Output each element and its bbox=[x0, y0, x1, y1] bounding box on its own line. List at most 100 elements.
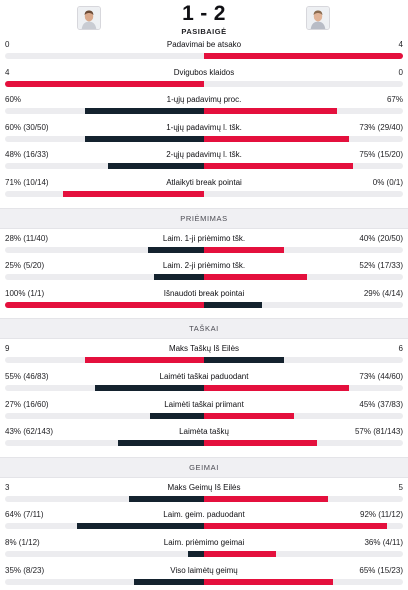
stat-label: Laimėti taškai paduodant bbox=[159, 372, 249, 381]
home-player-avatar[interactable] bbox=[77, 6, 101, 30]
stat-label: Laim. 1-ji priėmimo tšk. bbox=[162, 233, 246, 243]
away-stat-value: 52% (17/33) bbox=[359, 261, 403, 271]
away-stat-bar bbox=[204, 551, 276, 557]
match-header: 1-2 PASIBAIGĖ bbox=[0, 0, 408, 38]
away-stat-bar bbox=[204, 523, 388, 530]
away-stat-bar bbox=[204, 385, 350, 391]
home-stat-value: 60% bbox=[5, 95, 22, 105]
stat-bar-track bbox=[5, 357, 403, 364]
home-stat-bar bbox=[148, 246, 204, 253]
stat-bar-track bbox=[5, 412, 403, 419]
stat-bar-track bbox=[5, 135, 403, 142]
stat-bar-track bbox=[5, 495, 403, 502]
stat-bar-track bbox=[5, 108, 403, 115]
stat-bar-track bbox=[5, 53, 403, 59]
away-stat-bar bbox=[204, 163, 354, 170]
home-stat-value: 8% (1/12) bbox=[5, 538, 40, 547]
stat-row: 64% (7/11) Laim. geim. paduodant 92% (11/1… bbox=[0, 508, 408, 534]
stat-bar-track bbox=[5, 440, 403, 447]
away-stat-bar bbox=[204, 412, 294, 419]
away-stat-bar bbox=[204, 53, 403, 59]
away-stat-bar bbox=[204, 274, 308, 281]
player-photo-icon bbox=[78, 7, 100, 29]
away-stat-value: 75% (15/20) bbox=[359, 150, 403, 160]
away-stat-value: 57% (81/143) bbox=[354, 427, 403, 437]
home-stat-bar bbox=[5, 80, 204, 87]
home-stat-bar bbox=[188, 551, 204, 557]
home-stat-value: 25% (5/20) bbox=[5, 261, 45, 271]
away-stat-value: 65% (15/23) bbox=[359, 565, 403, 575]
player-photo-icon bbox=[307, 7, 329, 29]
away-stat-bar bbox=[204, 135, 350, 142]
stat-bar-track bbox=[5, 246, 403, 253]
stat-row: 4 Dvigubos klaidos 0 bbox=[0, 66, 408, 92]
home-score: 1 bbox=[182, 2, 195, 25]
home-stat-bar bbox=[129, 495, 204, 502]
home-stat-value: 35% (8/23) bbox=[5, 565, 45, 575]
stat-row: 28% (11/40) Laim. 1-ji priėmimo tšk. 40% (… bbox=[0, 232, 408, 258]
stat-bar-track bbox=[5, 191, 403, 197]
home-stat-value: 9 bbox=[5, 344, 10, 354]
home-stat-value: 43% (62/143) bbox=[5, 427, 54, 437]
away-stat-value: 67% bbox=[386, 95, 403, 105]
stat-row: 35% (8/23) Viso laimėtų geimų 65% (15/23) bbox=[0, 564, 408, 590]
stat-row: 100% (1/1) Išnaudoti break pointai 29% (4/… bbox=[0, 287, 408, 313]
away-score: 2 bbox=[213, 2, 226, 25]
stat-bar-track bbox=[5, 385, 403, 391]
stat-row: 60% (30/50) 1-ųjų padavimų l. tšk. 73% (29… bbox=[0, 121, 408, 147]
section-title: GEIMAI bbox=[189, 462, 219, 472]
home-stat-value: 0 bbox=[5, 40, 10, 49]
stat-bar-track bbox=[5, 301, 403, 308]
home-stat-bar bbox=[118, 440, 204, 447]
home-stat-bar bbox=[150, 412, 204, 419]
stat-bar-track bbox=[5, 80, 403, 87]
section-header: PRIĖMIMAS bbox=[0, 207, 408, 229]
section-header: GEIMAI bbox=[0, 456, 408, 478]
home-stat-bar bbox=[62, 191, 204, 197]
away-stat-value: 40% (20/50) bbox=[359, 233, 403, 243]
away-stat-bar bbox=[204, 495, 329, 502]
away-stat-value: 5 bbox=[398, 482, 403, 492]
stat-label: Laimėti taškai priimant bbox=[164, 399, 244, 409]
stat-label: Viso laimėtų geimų bbox=[170, 565, 238, 575]
away-stat-value: 73% (44/60) bbox=[359, 372, 403, 381]
stat-label: Dvigubos klaidos bbox=[173, 67, 235, 77]
home-stat-value: 48% (16/33) bbox=[5, 150, 49, 160]
home-stat-bar bbox=[94, 385, 204, 391]
section-title: TAŠKAI bbox=[189, 324, 219, 334]
away-stat-bar bbox=[204, 578, 334, 585]
stat-row: 48% (16/33) 2-ųjų padavimų l. tšk. 75% (15… bbox=[0, 148, 408, 174]
away-stat-bar bbox=[204, 246, 284, 253]
home-stat-value: 71% (10/14) bbox=[5, 178, 49, 187]
home-stat-value: 100% (1/1) bbox=[5, 288, 45, 298]
stat-label: Laim. 2-ji priėmimo tšk. bbox=[162, 261, 246, 271]
away-player-avatar[interactable] bbox=[306, 6, 330, 30]
stat-row: 60% 1-ųjų padavimų proc. 67% bbox=[0, 93, 408, 119]
stat-row: 27% (16/60) Laimėti taškai priimant 45% (3… bbox=[0, 398, 408, 424]
home-stat-bar bbox=[154, 274, 204, 281]
home-stat-bar bbox=[134, 578, 204, 585]
home-stat-value: 28% (11/40) bbox=[5, 233, 48, 243]
home-stat-bar bbox=[108, 163, 204, 170]
stat-label: Padavimai be atsako bbox=[166, 40, 242, 49]
stat-label: Atlaikyti break pointai bbox=[166, 178, 242, 187]
match-score: 1-2 bbox=[0, 2, 408, 26]
match-status: PASIBAIGĖ bbox=[181, 27, 227, 36]
home-stat-bar bbox=[84, 135, 204, 142]
stat-label: Laimėta taškų bbox=[179, 427, 229, 437]
stat-bar-track bbox=[5, 163, 403, 170]
stat-label: Maks Taškų Iš Eilės bbox=[168, 344, 240, 354]
away-stat-value: 0% (0/1) bbox=[372, 178, 403, 187]
away-stat-bar bbox=[204, 108, 338, 115]
away-stat-bar bbox=[204, 357, 284, 364]
stat-label: Laim. geim. paduodant bbox=[163, 510, 245, 520]
stat-bar-track bbox=[5, 578, 403, 585]
away-stat-bar bbox=[204, 440, 318, 447]
score-separator: - bbox=[200, 2, 208, 25]
stat-row: 3 Maks Geimų Iš Eilės 5 bbox=[0, 481, 408, 507]
stat-row: 25% (5/20) Laim. 2-ji priėmimo tšk. 52% (1… bbox=[0, 259, 408, 285]
stat-row: 8% (1/12) Laim. priėmimo geimai 36% (4/11) bbox=[0, 536, 408, 562]
away-stat-value: 36% (4/11) bbox=[364, 538, 403, 547]
stat-row: 55% (46/83) Laimėti taškai paduodant 73% (… bbox=[0, 370, 408, 396]
home-stat-value: 3 bbox=[5, 482, 10, 492]
